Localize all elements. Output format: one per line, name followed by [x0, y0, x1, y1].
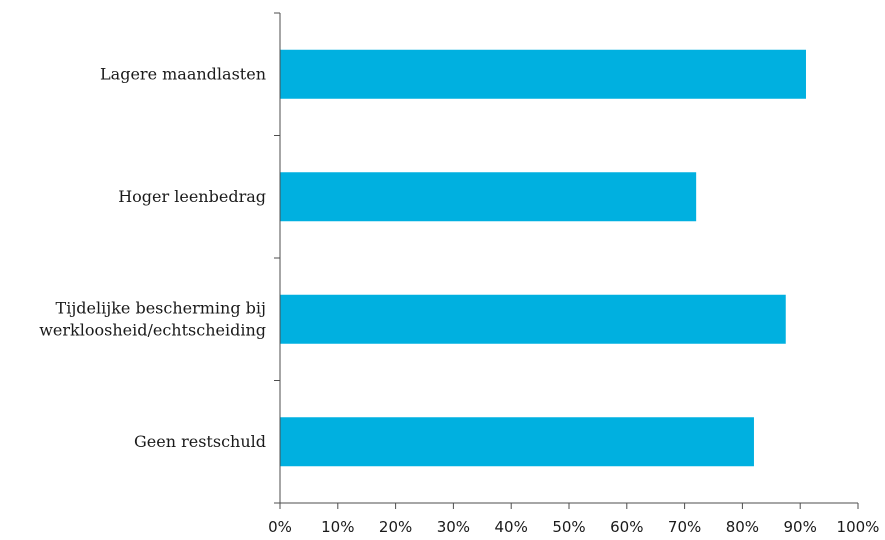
category-label-2: Hoger leenbedrag — [118, 187, 266, 206]
x-tick-label: 0% — [268, 518, 292, 536]
category-label-line: Geen restschuld — [134, 432, 266, 451]
category-label-line: Lagere maandlasten — [100, 64, 266, 83]
category-label-4: Geen restschuld — [134, 432, 266, 451]
bars-group — [280, 49, 806, 467]
category-labels-group: Lagere maandlasten Hoger leenbedrag Tijdel… — [39, 64, 266, 451]
category-label-line: Hoger leenbedrag — [118, 187, 266, 206]
category-label-line: werkloosheid/echtscheiding — [39, 320, 266, 339]
x-tick-label: 50% — [552, 518, 585, 536]
x-tick-label: 60% — [610, 518, 643, 536]
bar-4 — [280, 417, 754, 467]
x-tick-label: 40% — [495, 518, 528, 536]
bar-3 — [280, 294, 786, 344]
x-tick-label: 80% — [726, 518, 759, 536]
x-tick-label: 100% — [837, 518, 880, 536]
category-label-3: Tijdelijke bescherming bij werkloosheid/e… — [39, 298, 266, 339]
category-label-line: Tijdelijke bescherming bij — [56, 298, 266, 317]
x-tick-label: 10% — [321, 518, 354, 536]
x-axis-ticks-group: 0% 10% 20% 30% 40% 50% 60% 70% 80% 90% 100% — [268, 503, 879, 536]
x-tick-label: 70% — [668, 518, 701, 536]
y-axis-ticks-group — [274, 12, 280, 504]
bar-1 — [280, 49, 806, 99]
x-tick-label: 30% — [437, 518, 470, 536]
x-tick-label: 20% — [379, 518, 412, 536]
x-tick-label: 90% — [784, 518, 817, 536]
category-label-1: Lagere maandlasten — [100, 64, 266, 83]
bar-2 — [280, 172, 697, 222]
